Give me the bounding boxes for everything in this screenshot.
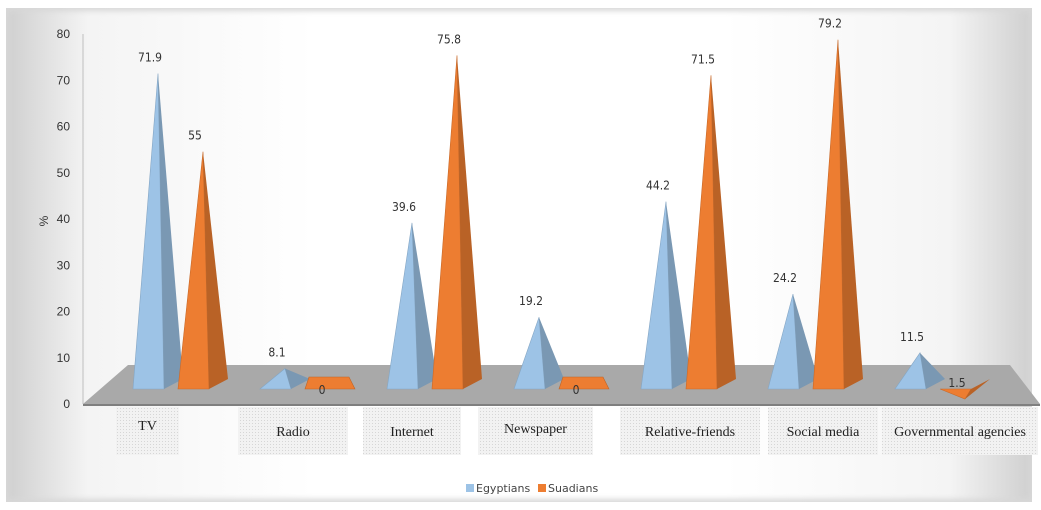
y-axis-label: %	[37, 215, 51, 226]
pyramid-face-side	[793, 294, 818, 389]
category-box	[478, 407, 593, 455]
data-label: 55	[188, 129, 202, 143]
category-label: TV	[138, 419, 157, 434]
data-label: 79.2	[818, 17, 842, 31]
y-tick-label: 0	[63, 397, 70, 411]
pyramid-suadians-newspaper	[558, 376, 610, 390]
pyramid-face-side	[838, 39, 863, 389]
pyramid-egyptians-newspaper	[513, 317, 564, 390]
pyramid-face-side	[920, 352, 945, 389]
pyramid-suadians-relative-friends	[685, 75, 736, 390]
pyramid-face-side	[285, 368, 310, 389]
legend-swatch-egyptians	[466, 484, 474, 492]
pyramid-egyptians-radio	[259, 368, 310, 390]
category-box	[238, 407, 348, 455]
pyramid-suadians-tv	[177, 151, 228, 390]
pyramid-face-side	[539, 317, 564, 389]
pyramid-face-side	[711, 75, 736, 389]
data-label: 11.5	[900, 330, 924, 344]
data-label: 75.8	[437, 32, 461, 46]
y-tick-label: 60	[57, 120, 71, 134]
pyramid-suadians-governmental-agencies	[939, 379, 990, 400]
data-label: 24.2	[773, 271, 797, 285]
y-tick-label: 80	[57, 27, 71, 41]
category-box	[363, 407, 461, 455]
category-box	[116, 407, 179, 455]
floor-edge	[83, 404, 1040, 406]
category-label: Internet	[390, 425, 434, 440]
category-box	[620, 407, 760, 455]
category-box	[768, 407, 878, 455]
pyramid-egyptians-relative-friends	[640, 201, 691, 390]
data-label: 39.6	[392, 200, 416, 214]
y-tick-label: 30	[57, 258, 71, 272]
data-label: 0	[319, 383, 326, 397]
y-tick-label: 20	[57, 305, 71, 319]
y-tick-label: 10	[57, 351, 71, 365]
data-label: 8.1	[268, 346, 285, 360]
pyramid-face-side	[158, 73, 183, 390]
y-tick-label: 40	[57, 212, 71, 226]
y-tick-label: 70	[57, 73, 71, 87]
data-label: 0	[573, 383, 580, 397]
pyramid-face-side	[965, 379, 990, 400]
pyramid-face-side	[666, 201, 691, 389]
category-label: Relative-friends	[645, 425, 735, 440]
pyramid-suadians-radio	[304, 376, 356, 390]
data-label: 71.9	[138, 50, 162, 64]
category-label: Radio	[276, 425, 309, 440]
pyramid-egyptians-internet	[386, 222, 437, 390]
pyramid-egyptians-governmental-agencies	[894, 352, 945, 390]
pyramid-face-side	[203, 151, 228, 389]
data-label: 71.5	[691, 52, 715, 66]
category-label: Newspaper	[504, 422, 567, 437]
pyramid-face-side	[457, 55, 482, 390]
data-label: 19.2	[519, 294, 543, 308]
category-box	[882, 407, 1038, 455]
legend-label-suadians: Suadians	[548, 482, 598, 495]
pyramid-face-flat	[304, 376, 356, 390]
y-tick-label: 50	[57, 166, 71, 180]
data-label: 1.5	[948, 376, 965, 390]
data-label: 44.2	[646, 179, 670, 193]
category-label: Governmental agencies	[894, 425, 1026, 440]
pyramid-face-side	[412, 222, 437, 389]
pyramid-face-front	[812, 39, 845, 390]
legend-label-egyptians: Egyptians	[476, 482, 531, 495]
pyramid-egyptians-tv	[132, 73, 183, 390]
legend-swatch-suadians	[538, 484, 546, 492]
pyramid-suadians-internet	[431, 55, 482, 390]
pyramid-face-flat	[558, 376, 610, 390]
pyramid-suadians-social-media	[812, 39, 863, 390]
category-label: Social media	[787, 425, 860, 440]
pyramid-egyptians-social-media	[767, 293, 818, 390]
